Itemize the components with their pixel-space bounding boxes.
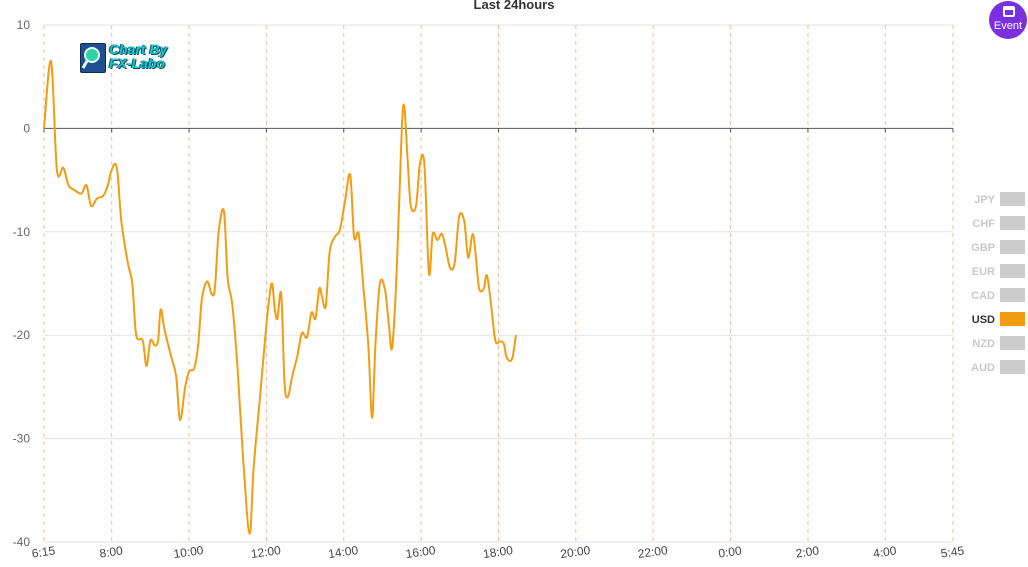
fx-labo-logo: Chart By FX-Labo — [80, 42, 180, 74]
legend-item-nzd[interactable]: NZD — [940, 334, 1026, 358]
legend-item-cad[interactable]: CAD — [940, 286, 1026, 310]
legend-item-jpy[interactable]: JPY — [940, 190, 1026, 214]
x-tick-label: 6:15 — [31, 543, 56, 560]
legend-swatch — [1000, 216, 1025, 230]
calendar-icon — [1003, 6, 1015, 17]
magnifier-icon — [80, 43, 106, 73]
legend-item-eur[interactable]: EUR — [940, 262, 1026, 286]
legend-label: JPY — [974, 194, 995, 206]
x-tick-label: 10:00 — [173, 543, 205, 561]
x-tick-label: 12:00 — [250, 543, 282, 561]
x-tick-label: 4:00 — [872, 543, 897, 560]
legend-swatch — [1000, 360, 1025, 374]
legend-swatch — [1000, 192, 1025, 206]
y-tick-label: 0 — [23, 121, 30, 135]
legend-item-gbp[interactable]: GBP — [940, 238, 1026, 262]
y-tick-label: -10 — [13, 225, 31, 239]
y-tick-label: -20 — [13, 328, 31, 342]
x-tick-label: 5:45 — [940, 543, 965, 560]
legend-label: CHF — [972, 218, 995, 230]
legend-label: NZD — [972, 338, 995, 350]
x-tick-label: 0:00 — [717, 543, 742, 560]
legend-item-chf[interactable]: CHF — [940, 214, 1026, 238]
legend-label: CAD — [971, 290, 995, 302]
chart-title: Last 24hours — [473, 0, 555, 12]
legend-swatch — [1000, 240, 1025, 254]
logo-text: Chart By FX-Labo — [109, 42, 167, 70]
legend-label: AUD — [971, 362, 995, 374]
event-button[interactable]: Event — [989, 1, 1027, 39]
x-tick-label: 14:00 — [327, 543, 359, 561]
y-tick-label: -40 — [13, 535, 31, 549]
y-tick-label: 10 — [17, 18, 31, 32]
x-tick-label: 22:00 — [637, 543, 669, 561]
legend-item-aud[interactable]: AUD — [940, 358, 1026, 382]
x-tick-label: 16:00 — [405, 543, 437, 561]
x-tick-label: 8:00 — [99, 543, 124, 560]
x-tick-label: 18:00 — [482, 543, 514, 561]
legend-swatch — [1000, 336, 1025, 350]
y-tick-label: -30 — [13, 432, 31, 446]
legend-swatch — [1000, 312, 1025, 326]
legend-label: USD — [971, 314, 995, 326]
x-tick-label: 2:00 — [795, 543, 820, 560]
logo-line-2: FX-Labo — [109, 55, 165, 71]
legend-item-usd[interactable]: USD — [940, 310, 1026, 334]
legend-swatch — [1000, 288, 1025, 302]
logo-line-1: Chart By — [109, 41, 168, 57]
legend-swatch — [1000, 264, 1025, 278]
legend-label: EUR — [971, 266, 995, 278]
series-line-usd — [43, 60, 517, 535]
legend-label: GBP — [971, 242, 995, 254]
currency-legend: JPY CHF GBP EUR CAD USD NZD AUD — [940, 190, 1026, 382]
x-tick-label: 20:00 — [559, 543, 591, 561]
event-button-label: Event — [993, 20, 1023, 32]
